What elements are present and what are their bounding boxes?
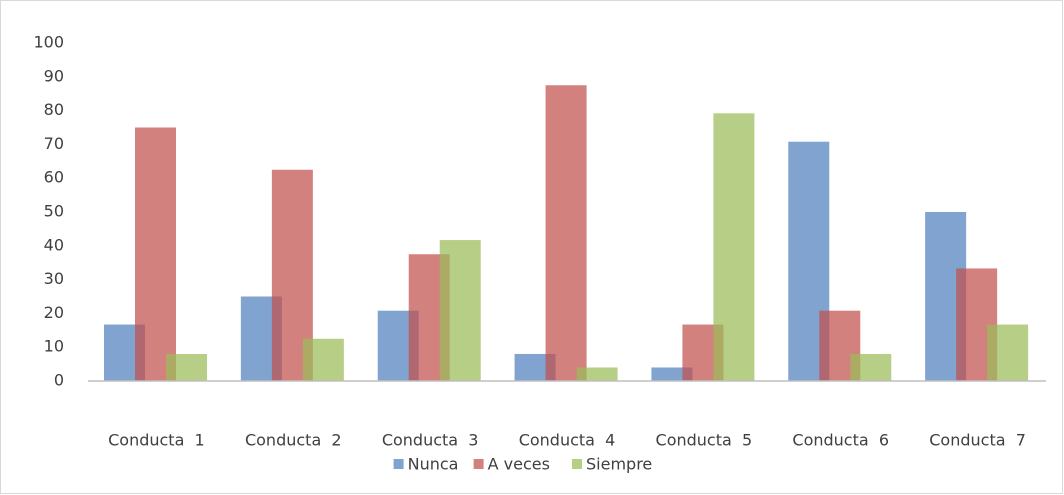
bar	[135, 127, 176, 381]
bar	[651, 367, 693, 381]
bar	[439, 240, 481, 381]
legend-label: A veces	[488, 455, 550, 474]
x-tick-label: Conducta 2	[245, 431, 342, 450]
bar	[987, 324, 1029, 381]
y-tick-label: 20	[44, 303, 64, 322]
y-tick-label: 100	[33, 33, 64, 52]
y-tick-label: 90	[44, 66, 64, 85]
y-tick-label: 40	[44, 235, 64, 254]
y-tick-label: 0	[54, 371, 64, 390]
legend-label: Siempre	[586, 455, 652, 474]
bar	[166, 353, 207, 381]
legend-swatch	[473, 459, 484, 469]
bar	[576, 367, 618, 381]
legend-label: Nunca	[408, 455, 459, 474]
legend-swatch	[393, 459, 404, 469]
x-tick-label: Conducta 5	[656, 431, 753, 450]
x-tick-label: Conducta 1	[108, 431, 205, 450]
y-tick-label: 50	[44, 202, 64, 221]
x-tick-label: Conducta 7	[929, 431, 1026, 450]
y-tick-label: 70	[44, 134, 64, 153]
x-tick-label: Conducta 6	[792, 431, 889, 450]
bar	[850, 353, 892, 381]
x-tick-label: Conducta 3	[382, 431, 479, 450]
x-tick-label: Conducta 4	[519, 431, 616, 450]
y-tick-label: 60	[44, 168, 64, 187]
bar	[302, 338, 344, 381]
legend-swatch	[572, 459, 582, 469]
y-tick-label: 30	[44, 269, 64, 288]
y-tick-label: 80	[44, 100, 64, 119]
y-tick-label: 10	[44, 337, 64, 356]
bar	[713, 113, 755, 381]
bar	[545, 85, 587, 381]
